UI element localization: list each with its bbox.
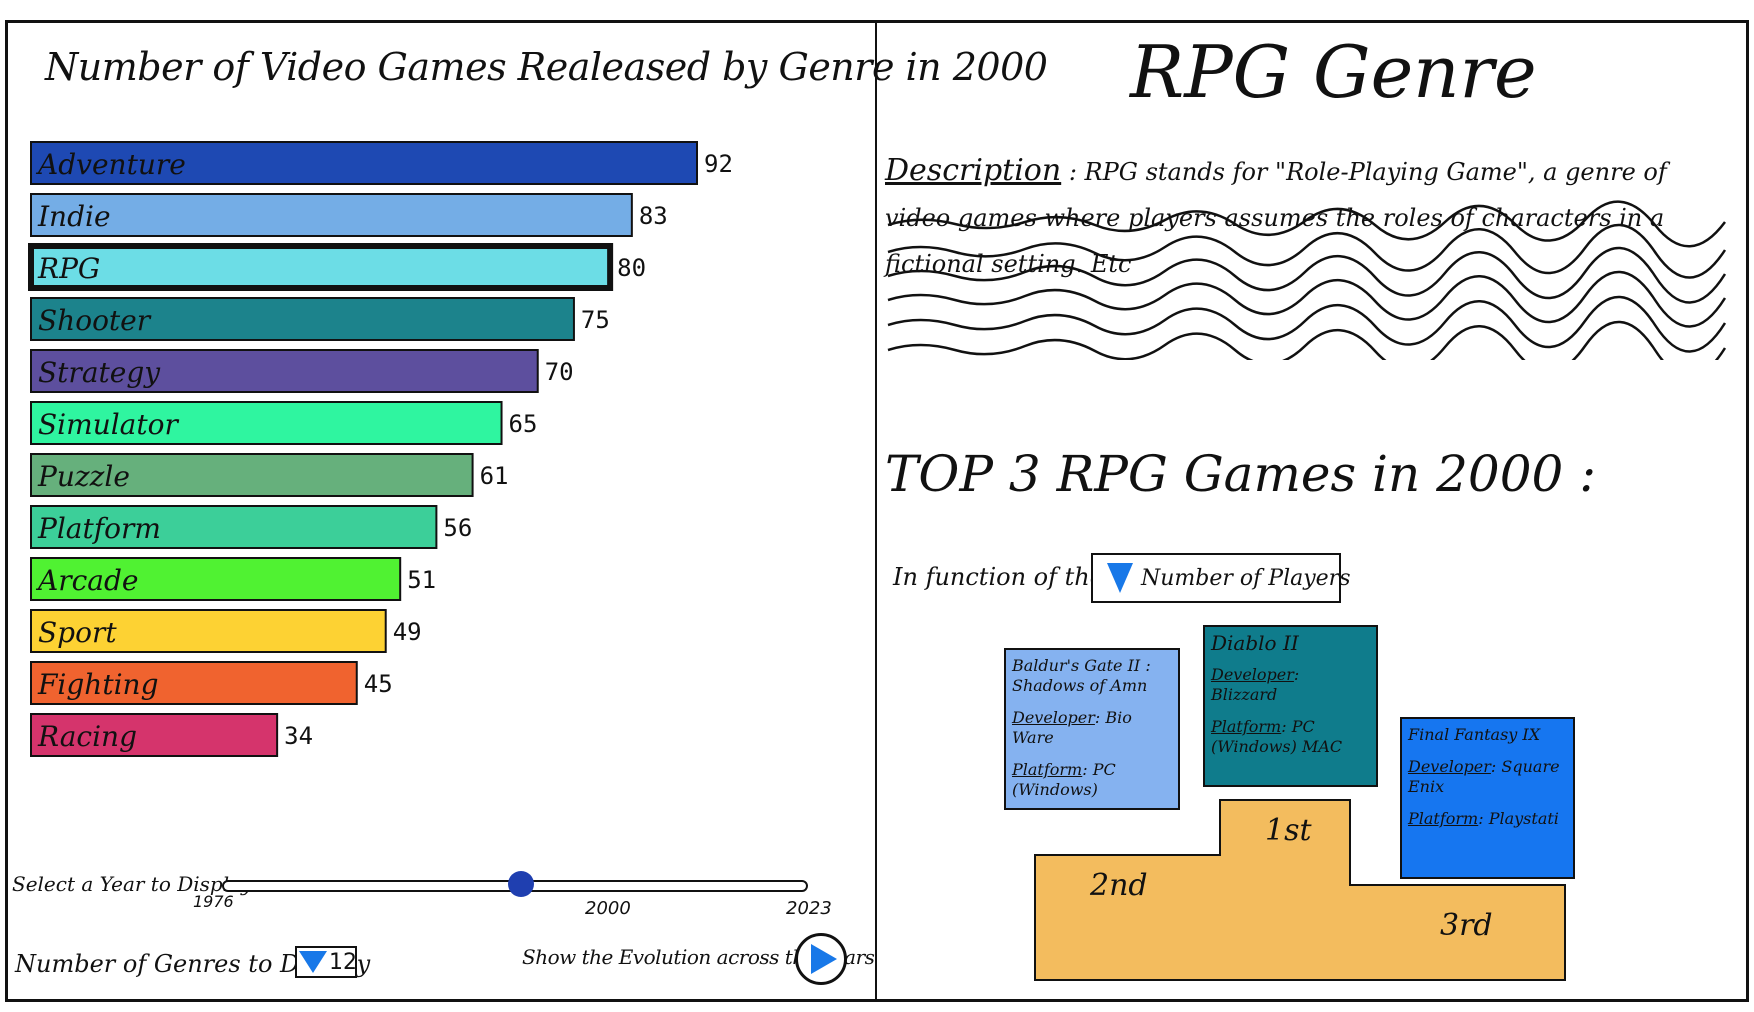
- bar-value-label: 80: [617, 254, 646, 282]
- game-developer-row: Developer: Blizzard: [1211, 665, 1300, 704]
- year-max-label: 2023: [786, 898, 832, 919]
- bar-simulator[interactable]: [30, 401, 503, 445]
- platform-key: Platform: [1211, 717, 1282, 736]
- genre-bar-chart: Adventure 92 Indie 83 RPG 80 Shooter 75 Strategy…: [28, 141, 733, 757]
- game-card-second[interactable]: Baldur's Gate II : Shadows of Amn Develo…: [1004, 648, 1180, 810]
- bar-category-label: Racing: [37, 720, 137, 753]
- bar-category-label: Sport: [38, 616, 117, 649]
- genre-detail-title: RPG Genre: [1130, 30, 1537, 114]
- game-name: Final Fantasy IX: [1408, 725, 1541, 744]
- genres-count-value: 12: [329, 949, 357, 975]
- top3-title: TOP 3 RPG Games in 2000 :: [885, 445, 1597, 503]
- game-platform: PC (Windows) MAC: [1211, 717, 1343, 756]
- bar-category-label: Fighting: [37, 668, 159, 701]
- game-platform-row: Platform: PC (Windows): [1012, 760, 1116, 799]
- bar-rpg[interactable]: [28, 243, 614, 291]
- game-name: Baldur's Gate II : Shadows of Amn: [1012, 656, 1151, 695]
- play-icon: [811, 944, 837, 974]
- podium-third-label: 3rd: [1440, 908, 1493, 943]
- game-card-third[interactable]: Final Fantasy IX Developer: Square Enix …: [1400, 717, 1575, 879]
- game-developer: Square Enix: [1408, 757, 1560, 796]
- bar-value-label: 34: [284, 722, 313, 750]
- dropdown-arrow-icon: [1107, 563, 1133, 593]
- description-label: Description: [885, 153, 1062, 188]
- game-developer-row: Developer: Square Enix: [1408, 757, 1560, 796]
- bar-category-label: Puzzle: [37, 460, 130, 493]
- dropdown-arrow-icon: [299, 951, 327, 973]
- bar-value-label: 49: [393, 618, 422, 646]
- bar-platform[interactable]: [30, 505, 438, 549]
- bar-fighting[interactable]: [30, 661, 358, 705]
- bar-value-label: 92: [704, 150, 733, 178]
- bar-value-label: 75: [581, 306, 610, 334]
- bar-sport[interactable]: [30, 609, 387, 653]
- year-slider-thumb[interactable]: [508, 871, 535, 897]
- chart-title: Number of Video Games Realeased by Genre…: [45, 45, 1048, 89]
- platform-key: Platform: [1408, 809, 1479, 828]
- ranking-metric-label: In function of the :: [893, 563, 1120, 591]
- podium-second-label: 2nd: [1089, 868, 1148, 903]
- bar-value-label: 51: [407, 566, 436, 594]
- play-evolution-button[interactable]: [795, 933, 847, 985]
- game-platform-row: Platform: PC (Windows) MAC: [1211, 717, 1343, 756]
- bar-adventure[interactable]: [30, 141, 698, 185]
- bar-value-label: 61: [480, 462, 509, 490]
- bar-value-label: 45: [364, 670, 393, 698]
- bar-shooter[interactable]: [30, 297, 575, 341]
- game-platform: Playstati: [1488, 809, 1559, 828]
- game-card-first[interactable]: Diablo II Developer: Blizzard Platform: …: [1203, 625, 1378, 787]
- game-platform: PC (Windows): [1012, 760, 1116, 799]
- description-text: : RPG stands for "Role-Playing Game", a …: [885, 158, 1667, 278]
- game-platform-row: Platform: Playstati: [1408, 809, 1559, 828]
- bar-category-label: RPG: [37, 252, 100, 285]
- podium: 1st 2nd 3rd: [1034, 799, 1566, 981]
- bar-category-label: Strategy: [38, 356, 161, 389]
- bar-indie[interactable]: [30, 193, 633, 237]
- bar-racing[interactable]: [30, 713, 279, 757]
- game-developer: Bio Ware: [1012, 708, 1132, 747]
- bar-category-label: Indie: [37, 200, 111, 233]
- placeholder-text-lines: [887, 200, 1727, 360]
- bar-puzzle[interactable]: [30, 453, 474, 497]
- bar-strategy[interactable]: [30, 349, 539, 393]
- developer-key: Developer: [1012, 708, 1095, 727]
- bar-category-label: Simulator: [38, 408, 179, 441]
- game-developer: Blizzard: [1211, 685, 1278, 704]
- developer-key: Developer: [1211, 665, 1294, 684]
- year-current-label: 2000: [585, 898, 631, 919]
- bar-category-label: Shooter: [38, 304, 152, 337]
- bar-category-label: Arcade: [35, 564, 138, 597]
- bar-arcade[interactable]: [30, 557, 402, 601]
- ranking-metric-select[interactable]: Number of Players: [1091, 553, 1350, 603]
- bar-value-label: 83: [639, 202, 668, 230]
- dashboard-frame: [5, 20, 1749, 1002]
- bar-value-label: 65: [509, 410, 538, 438]
- game-name: Diablo II: [1211, 631, 1299, 655]
- game-developer-row: Developer: Bio Ware: [1012, 708, 1132, 747]
- bar-value-label: 70: [545, 358, 574, 386]
- year-select-label: Select a Year to Display:: [12, 872, 260, 896]
- platform-key: Platform: [1012, 760, 1083, 779]
- genre-description: Description : RPG stands for "Role-Playi…: [885, 148, 1725, 287]
- bar-category-label: Platform: [37, 512, 161, 545]
- podium-first-label: 1st: [1265, 813, 1312, 848]
- bar-value-label: 56: [443, 514, 472, 542]
- year-min-label: 1976: [193, 892, 234, 911]
- ranking-metric-value: Number of Players: [1141, 565, 1351, 591]
- genres-count-select[interactable]: 12: [295, 946, 357, 978]
- developer-key: Developer: [1408, 757, 1491, 776]
- bar-category-label: Adventure: [35, 148, 186, 181]
- panel-divider: [875, 20, 877, 1002]
